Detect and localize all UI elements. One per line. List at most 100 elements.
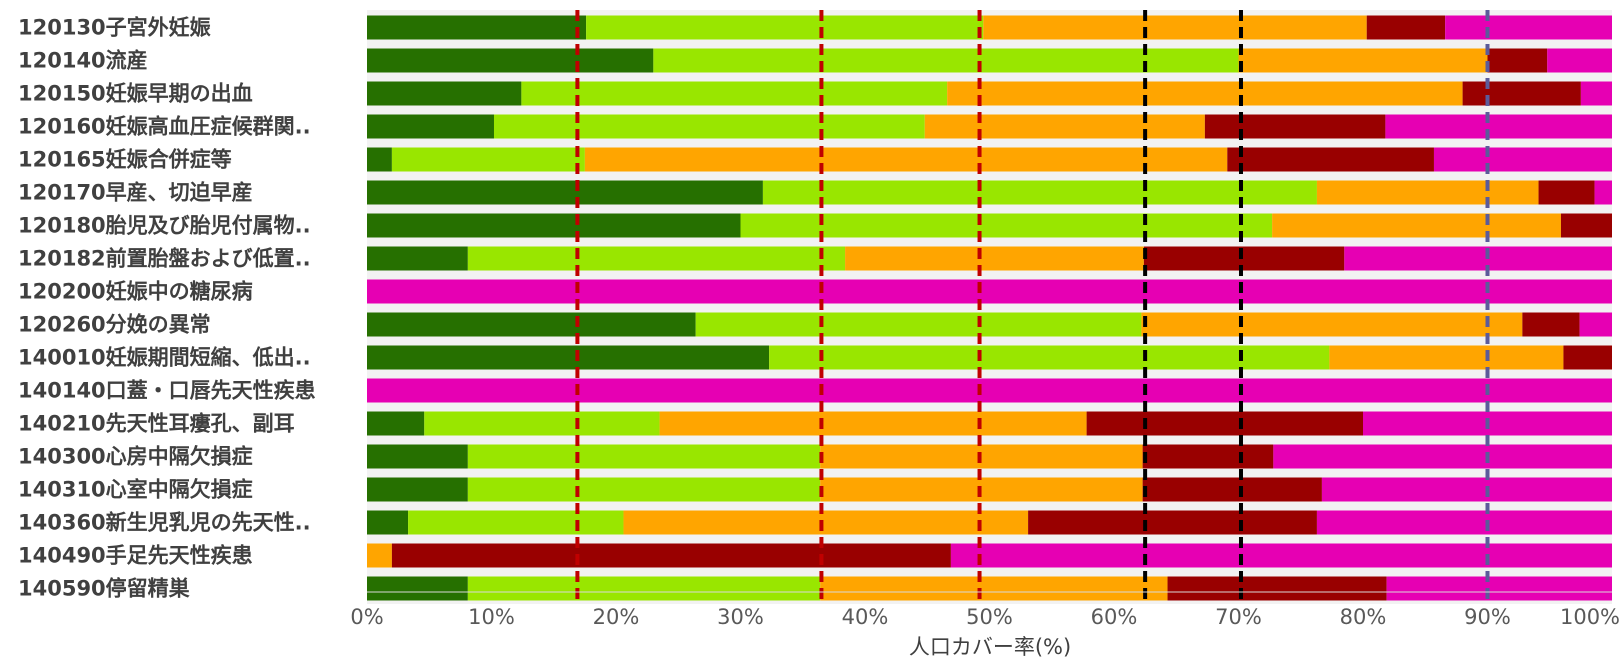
bar-segment (367, 378, 1612, 403)
x-axis-title: 人口カバー率(%) (909, 635, 1071, 659)
bar-segment (1366, 15, 1446, 40)
x-tick-label: 20% (593, 605, 640, 629)
bar-segment (367, 213, 741, 238)
x-tick-label: 40% (842, 605, 889, 629)
bar-segment (1547, 48, 1612, 73)
bar-segment (1487, 48, 1548, 73)
bar-segment (1522, 312, 1580, 337)
bar-segment (1344, 246, 1612, 271)
bar-segment (1385, 114, 1612, 139)
bar-segment (845, 246, 1144, 271)
x-tick-label: 80% (1340, 605, 1387, 629)
bar-segment (1142, 444, 1274, 469)
category-label: 120165妊娠合併症等 (18, 148, 232, 172)
bar-segment (947, 81, 1463, 106)
x-tick-label: 10% (468, 605, 515, 629)
bar-segment (659, 411, 1087, 436)
bar-segment (391, 147, 585, 172)
bar-segment (367, 147, 392, 172)
bar-segment (367, 114, 494, 139)
bar-segment (367, 15, 587, 40)
bar-segment (769, 345, 1330, 370)
bar-segment (467, 477, 821, 502)
bar-segment (623, 510, 1029, 535)
bar-segment (1329, 345, 1564, 370)
bar-segment (467, 444, 821, 469)
bar-segment (367, 411, 425, 436)
x-tick-label: 70% (1215, 605, 1262, 629)
bar-segment (653, 48, 1239, 73)
bar-segment (367, 510, 409, 535)
bar-segment (467, 246, 846, 271)
bar-segment (424, 411, 660, 436)
category-label: 140010妊娠期間短縮、低出.. (18, 346, 311, 370)
x-tick-label: 0% (350, 605, 383, 629)
bar-segment (762, 180, 1317, 205)
x-tick-labels: 0% 10% 20% 30% 40% 50% 60% 70% 80% 90% 100% (350, 605, 1620, 629)
bar-segment (367, 180, 763, 205)
category-label: 140360新生児乳児の先天性.. (18, 511, 311, 535)
category-label: 140140口蓋・口唇先天性疾患 (18, 379, 316, 403)
bar-segment (1462, 81, 1581, 106)
bar-segment (820, 576, 1168, 601)
bar-segment (1386, 576, 1612, 601)
category-label: 120140流産 (18, 49, 148, 73)
bar-segment (584, 147, 1228, 172)
bar-segment (1579, 312, 1612, 337)
bar-segment (367, 312, 696, 337)
bar-segment (740, 213, 1273, 238)
bar-segment (1563, 345, 1612, 370)
bar-segment (950, 543, 1612, 568)
x-tick-label: 90% (1464, 605, 1511, 629)
bar-segment (1316, 180, 1539, 205)
category-label: 140300心房中隔欠損症 (18, 445, 253, 469)
bar-segment (1538, 180, 1595, 205)
bar-segment (1273, 444, 1612, 469)
category-label: 120260分娩の異常 (18, 313, 211, 337)
category-label: 140310心室中隔欠損症 (18, 478, 253, 502)
bar-segment (695, 312, 1142, 337)
bar-segment (1143, 246, 1345, 271)
bar-segment (1594, 180, 1612, 205)
x-tick-label: 100% (1560, 605, 1620, 629)
bar-segment (1227, 147, 1434, 172)
bar-segment (1321, 477, 1612, 502)
bar-segment (367, 345, 770, 370)
bar-segments (367, 15, 1612, 601)
bar-segment (367, 444, 468, 469)
category-label: 140490手足先天性疾患 (18, 544, 253, 568)
bar-segment (1086, 411, 1363, 436)
bar-segment (1141, 312, 1523, 337)
bar-segment (367, 543, 392, 568)
category-label: 120170早産、切迫早産 (18, 181, 253, 205)
category-label: 120160妊娠高血圧症候群関.. (18, 115, 311, 139)
bar-segment (586, 15, 984, 40)
category-label: 120200妊娠中の糖尿病 (18, 280, 253, 304)
x-tick-label: 50% (966, 605, 1013, 629)
category-label: 120182前置胎盤および低置.. (18, 247, 311, 271)
bar-segment (1238, 48, 1488, 73)
bar-segment (1316, 510, 1612, 535)
category-label: 140210先天性耳瘻孔、副耳 (18, 412, 295, 436)
bar-segment (1028, 510, 1317, 535)
bar-segment (924, 114, 1205, 139)
bar-segment (391, 543, 951, 568)
x-tick-label: 30% (717, 605, 764, 629)
bar-segment (493, 114, 925, 139)
bar-segment (367, 246, 468, 271)
bar-segment (521, 81, 948, 106)
x-tick-label: 60% (1091, 605, 1138, 629)
bar-segment (1560, 213, 1612, 238)
reference-lines (575, 10, 1490, 604)
bar-segment (1167, 576, 1387, 601)
bar-segment (1580, 81, 1612, 106)
bar-segment (983, 15, 1367, 40)
category-label: 140590停留精巣 (18, 577, 191, 601)
category-label: 120180胎児及び胎児付属物.. (18, 214, 311, 238)
bar-segment (408, 510, 624, 535)
bar-segment (1204, 114, 1386, 139)
bar-segment (1142, 477, 1322, 502)
category-label: 120130子宮外妊娠 (18, 16, 212, 40)
bar-segment (1272, 213, 1561, 238)
